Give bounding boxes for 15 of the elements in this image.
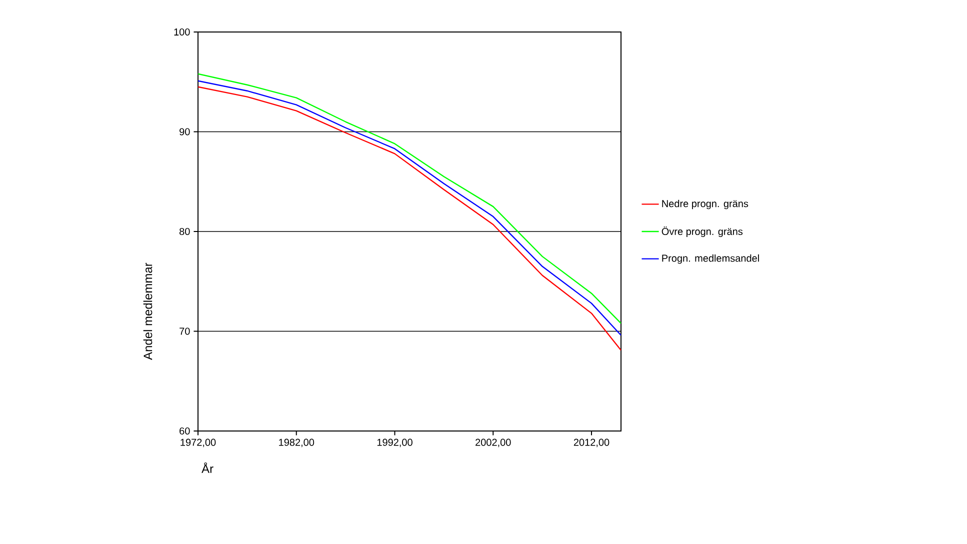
y-tick-label: 100 (174, 28, 190, 36)
x-tick-label: 2012,00 (574, 438, 610, 448)
x-axis-title: År (202, 462, 214, 473)
legend-label: Övre progn. gräns (662, 226, 743, 238)
legend-label: Progn. medlemsandel (662, 254, 759, 264)
legend-label: Nedre progn. gräns (662, 200, 748, 210)
y-axis-title: Andel medlemmar (143, 262, 152, 360)
y-tick-label: 90 (180, 128, 190, 136)
x-tick-label: 1982,00 (279, 438, 314, 448)
y-tick-label: 80 (180, 228, 190, 236)
x-tick-label: 1992,00 (377, 438, 412, 448)
y-tick-label: 60 (180, 427, 190, 435)
y-tick-label: 70 (180, 328, 190, 335)
x-tick-label: 1972,00 (180, 438, 216, 448)
x-tick-label: 2002,00 (476, 438, 511, 448)
